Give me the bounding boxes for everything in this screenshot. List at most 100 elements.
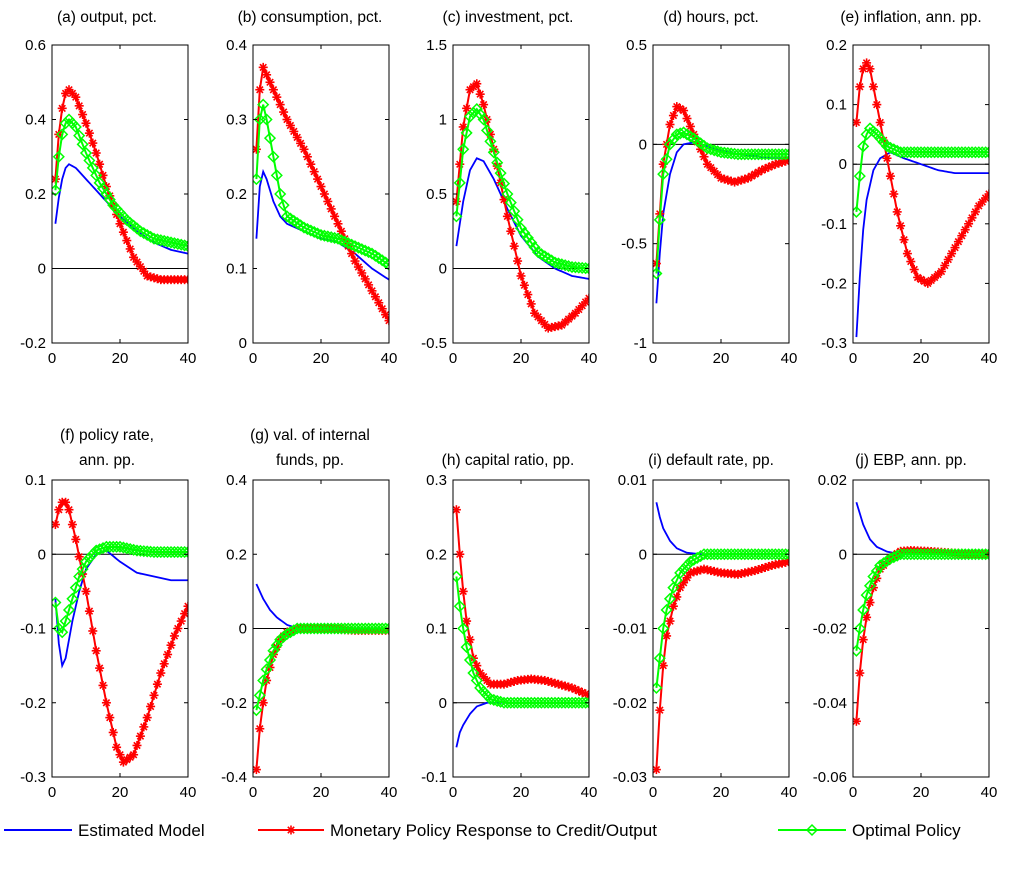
marker-credit: [872, 100, 882, 110]
marker-optimal: [708, 144, 721, 157]
marker-optimal: [277, 199, 290, 212]
y-tick-label: 0.4: [226, 37, 247, 54]
y-tick-label: 0: [439, 695, 447, 712]
marker-credit: [313, 174, 323, 184]
marker-credit: [509, 241, 519, 251]
y-tick-label: -0.3: [821, 335, 847, 352]
marker-optimal: [711, 145, 724, 158]
marker-optimal: [542, 252, 555, 265]
marker-credit: [502, 211, 512, 221]
marker-optimal: [674, 566, 687, 579]
panel-title: (f) policy rate,: [60, 427, 154, 444]
y-tick-label: 0.5: [426, 186, 447, 203]
marker-credit: [465, 635, 475, 645]
marker-optimal: [518, 226, 531, 240]
marker-credit: [129, 252, 139, 262]
panel-a: (a) output, pct.-0.200.20.40.60 20 40: [20, 9, 196, 367]
y-tick-label: -0.2: [821, 275, 847, 292]
marker-credit: [679, 106, 689, 116]
y-tick-label: -0.03: [613, 769, 647, 786]
marker-credit: [668, 601, 678, 611]
x-tick-label: 0: [48, 350, 56, 367]
marker-credit: [889, 189, 899, 199]
marker-optimal: [274, 187, 287, 201]
marker-credit: [163, 649, 173, 659]
x-tick-label: 40: [781, 784, 798, 801]
marker-credit: [482, 675, 492, 685]
marker-credit: [584, 293, 589, 303]
marker-credit: [658, 661, 668, 671]
marker-credit: [156, 668, 166, 678]
marker-optimal: [663, 138, 677, 151]
marker-credit: [960, 225, 970, 235]
marker-credit: [299, 144, 309, 154]
x-tick-label: 40: [381, 784, 398, 801]
marker-credit: [268, 85, 278, 95]
marker-optimal: [677, 126, 690, 139]
marker-optimal: [531, 246, 545, 259]
marker-optimal: [860, 589, 873, 602]
marker-optimal: [141, 228, 154, 242]
marker-optimal: [501, 187, 514, 201]
y-tick-label: 0.6: [25, 37, 46, 54]
marker-credit: [655, 705, 665, 715]
panel-i: (i) default rate, pp. -0.03 -0.02 -0.01 0 0.0…: [613, 452, 798, 801]
marker-credit: [98, 170, 108, 180]
panel-title: (b) consumption, pct.: [238, 9, 383, 26]
marker-credit: [258, 62, 268, 72]
marker-optimal: [521, 231, 534, 244]
marker-credit: [784, 557, 789, 567]
marker-credit: [665, 119, 675, 129]
marker-optimal: [667, 133, 680, 146]
panel-title: (h) capital ratio, pp.: [442, 452, 575, 469]
marker-credit: [84, 128, 94, 138]
legend-label: Estimated Model: [78, 821, 205, 840]
marker-optimal: [79, 555, 93, 568]
series-group: [653, 502, 789, 775]
y-tick-label: 0.3: [226, 112, 247, 129]
marker-optimal: [582, 262, 589, 275]
marker-credit: [129, 750, 139, 760]
marker-optimal: [66, 592, 79, 605]
marker-optimal: [684, 130, 697, 143]
y-tick-label: 0: [38, 261, 46, 278]
marker-optimal: [453, 600, 466, 613]
marker-optimal: [260, 113, 273, 126]
marker-optimal: [113, 540, 127, 553]
marker-optimal: [297, 221, 311, 234]
marker-credit: [95, 159, 105, 169]
marker-credit: [282, 115, 292, 124]
marker-credit: [330, 211, 340, 221]
marker-optimal: [538, 250, 551, 263]
y-tick-label: -0.2: [221, 695, 247, 712]
marker-optimal: [318, 229, 331, 242]
marker-credit: [67, 520, 77, 530]
marker-credit: [112, 742, 122, 752]
marker-optimal: [151, 233, 164, 246]
marker-credit: [896, 221, 906, 231]
marker-optimal: [453, 176, 466, 189]
marker-optimal: [263, 132, 277, 145]
marker-optimal: [582, 696, 589, 709]
y-tick-label: -0.2: [20, 335, 46, 352]
y-tick-label: -0.1: [20, 621, 46, 638]
panel-title: (i) default rate, pp.: [648, 452, 774, 469]
marker-optimal: [164, 236, 178, 249]
y-tick-label: -0.04: [813, 695, 847, 712]
series-line-optimal: [455, 107, 589, 270]
marker-optimal: [335, 234, 348, 247]
marker-credit: [458, 122, 468, 132]
marker-credit: [84, 606, 94, 616]
marker-credit: [855, 668, 865, 678]
marker-credit: [78, 110, 88, 120]
y-tick-label: 0: [239, 335, 247, 352]
marker-optimal: [56, 128, 69, 141]
marker-credit: [574, 686, 584, 696]
y-tick-label: 0: [239, 621, 247, 638]
marker-optimal: [325, 231, 338, 244]
marker-optimal: [124, 542, 137, 556]
marker-credit: [699, 152, 709, 162]
marker-credit: [868, 82, 878, 92]
marker-credit: [98, 680, 108, 690]
marker-credit: [472, 79, 482, 89]
